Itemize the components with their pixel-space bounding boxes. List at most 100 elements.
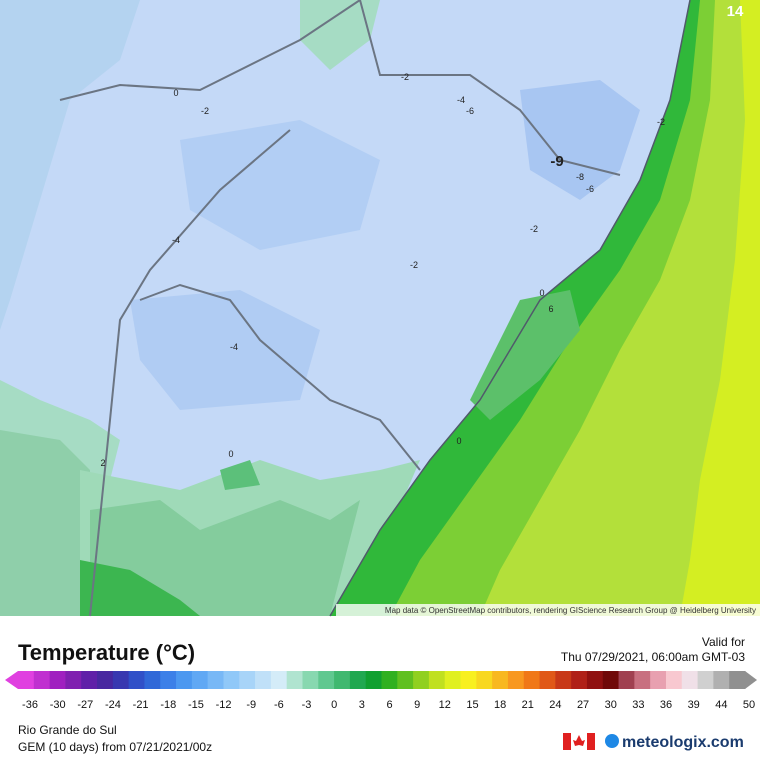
bar-segment — [634, 671, 651, 689]
contour-label: -9 — [550, 153, 563, 170]
contour-label: -4 — [230, 342, 238, 352]
tick-label: 15 — [466, 699, 478, 711]
bar-segment — [81, 671, 98, 689]
tick-label: -36 — [22, 699, 38, 711]
tick-label: 30 — [605, 699, 617, 711]
bar-segment — [492, 671, 509, 689]
contour-label: 0 — [456, 436, 461, 446]
bar-segment — [191, 671, 209, 689]
model: GEM (10 days) from 07/21/2021/00z — [18, 740, 212, 754]
bar-segment — [144, 671, 161, 689]
contour-label: 0 — [539, 288, 544, 298]
valid-time: Thu 07/29/2021, 06:00am GMT-03 — [561, 650, 745, 664]
tick-label: -27 — [77, 699, 93, 711]
bar-segment — [318, 671, 335, 689]
tick-label: -6 — [274, 699, 284, 711]
bar-segment — [176, 671, 193, 689]
bar-segment — [476, 671, 493, 689]
contour-label: 6 — [548, 304, 553, 314]
color-bar — [5, 671, 757, 689]
attribution: Map data © OpenStreetMap contributors, r… — [385, 606, 756, 615]
tick-label: 21 — [522, 699, 534, 711]
bar-segment — [523, 671, 541, 689]
tick-label: 0 — [331, 699, 337, 711]
bar-segment — [697, 671, 714, 689]
bar-arrow-left — [5, 671, 18, 689]
brand[interactable]: meteologix.com — [622, 734, 744, 751]
tick-label: 6 — [386, 699, 392, 711]
bar-segment — [665, 671, 683, 689]
contour-label: 2 — [100, 458, 105, 468]
bar-segment — [413, 671, 430, 689]
color-bar-ticks: -36 -30 -27 -24 -21 -18 -15 -12 -9 -6 -3 0 3 6 9 12 15 18… — [22, 699, 755, 711]
tick-label: 3 — [359, 699, 365, 711]
bar-segment — [365, 671, 382, 689]
contour-label: 14 — [727, 3, 744, 20]
tick-label: 9 — [414, 699, 420, 711]
bar-segment — [729, 671, 746, 689]
bar-arrow-right — [745, 671, 757, 689]
tick-label: 18 — [494, 699, 506, 711]
bar-segment — [97, 671, 114, 689]
bar-segment — [397, 671, 414, 689]
bar-segment — [286, 671, 303, 689]
bar-segment — [223, 671, 240, 689]
bar-segment — [270, 671, 288, 689]
tick-label: 33 — [632, 699, 644, 711]
contour-label: -8 — [576, 172, 584, 182]
contour-label: -2 — [410, 260, 418, 270]
bar-segment — [618, 671, 635, 689]
brand-icon — [605, 734, 619, 748]
bar-segment — [65, 671, 82, 689]
contour-label: -6 — [466, 106, 474, 116]
bar-segment — [349, 671, 367, 689]
map: Map data © OpenStreetMap contributors, r… — [0, 0, 760, 617]
bar-segment — [507, 671, 525, 689]
bar-segment — [334, 671, 351, 689]
bar-segment — [460, 671, 477, 689]
bar-segment — [713, 671, 730, 689]
bar-segment — [239, 671, 256, 689]
bar-segment — [571, 671, 588, 689]
contour-label: -2 — [657, 117, 665, 127]
tick-label: -15 — [188, 699, 204, 711]
bar-segment — [586, 671, 604, 689]
tick-label: 36 — [660, 699, 672, 711]
contour-label: -2 — [530, 224, 538, 234]
canada-flag — [563, 733, 595, 750]
contour-label: -2 — [201, 106, 209, 116]
bar-segment — [602, 671, 620, 689]
bar-segment — [112, 671, 130, 689]
tick-label: -12 — [216, 699, 232, 711]
tick-label: 12 — [439, 699, 451, 711]
contour-label: -4 — [172, 235, 180, 245]
bar-segment — [128, 671, 145, 689]
tick-label: 24 — [549, 699, 561, 711]
bar-segment — [381, 671, 398, 689]
bar-segment — [49, 671, 66, 689]
tick-label: 50 — [743, 699, 755, 711]
footer: Rio Grande do Sul GEM (10 days) from 07/… — [18, 723, 744, 754]
tick-label: -30 — [50, 699, 66, 711]
bar-segment — [33, 671, 51, 689]
bar-segment — [444, 671, 462, 689]
tick-label: -3 — [302, 699, 312, 711]
tick-label: 44 — [715, 699, 727, 711]
bar-segment — [428, 671, 446, 689]
valid-label: Valid for — [702, 635, 745, 649]
contour-label: -2 — [401, 72, 409, 82]
bar-segment — [681, 671, 699, 689]
bar-segment — [18, 671, 35, 689]
bar-segment — [555, 671, 572, 689]
bar-segment — [255, 671, 272, 689]
bar-segment — [539, 671, 556, 689]
tick-label: -24 — [105, 699, 121, 711]
legend: Temperature (°C) Valid for Thu 07/29/202… — [5, 635, 757, 711]
contour-label: -4 — [457, 95, 465, 105]
bar-segment — [160, 671, 177, 689]
tick-label: -21 — [133, 699, 149, 711]
tick-label: -18 — [160, 699, 176, 711]
contour-label: 0 — [228, 449, 233, 459]
